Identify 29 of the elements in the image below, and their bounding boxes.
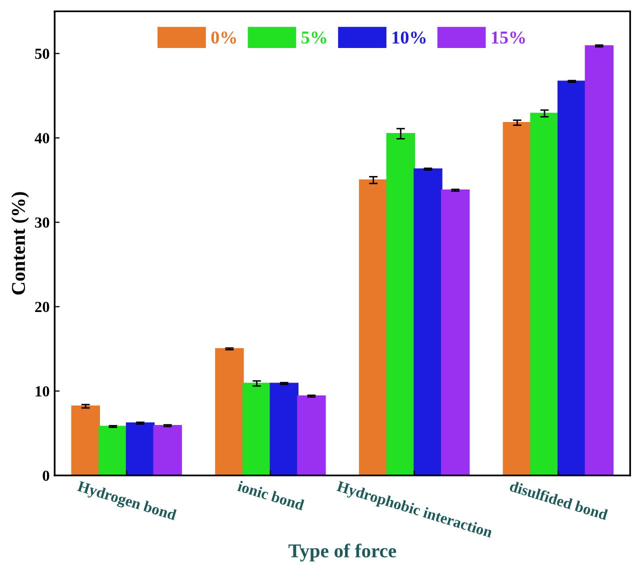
bar xyxy=(153,424,182,476)
bar xyxy=(440,190,470,476)
bar xyxy=(242,382,272,476)
bar xyxy=(386,132,416,476)
legend-label: 15% xyxy=(492,31,525,44)
bar xyxy=(270,382,298,476)
legend-label: 0% xyxy=(211,31,236,44)
bar xyxy=(530,112,559,476)
x-tick-label: ionic bond xyxy=(236,480,306,511)
y-tick-label: 20 xyxy=(35,302,50,312)
bar xyxy=(126,422,155,476)
bar xyxy=(584,45,614,476)
y-tick-label: 40 xyxy=(34,133,50,144)
bar xyxy=(502,122,532,476)
bar xyxy=(98,426,128,476)
bar xyxy=(558,80,586,476)
y-tick-label: 50 xyxy=(35,48,50,59)
bar xyxy=(414,168,442,476)
bar xyxy=(358,179,388,476)
bar xyxy=(297,395,326,476)
y-tick-label: 30 xyxy=(35,217,50,228)
bar xyxy=(71,406,100,476)
x-axis-title: Type of force xyxy=(288,544,396,562)
y-tick-label: 0 xyxy=(42,470,50,481)
legend-label: 5% xyxy=(302,31,326,44)
bar xyxy=(215,348,244,476)
y-axis-title: Content (%) xyxy=(11,192,29,295)
legend-label: 10% xyxy=(392,31,426,44)
y-tick-label: 10 xyxy=(36,386,50,397)
